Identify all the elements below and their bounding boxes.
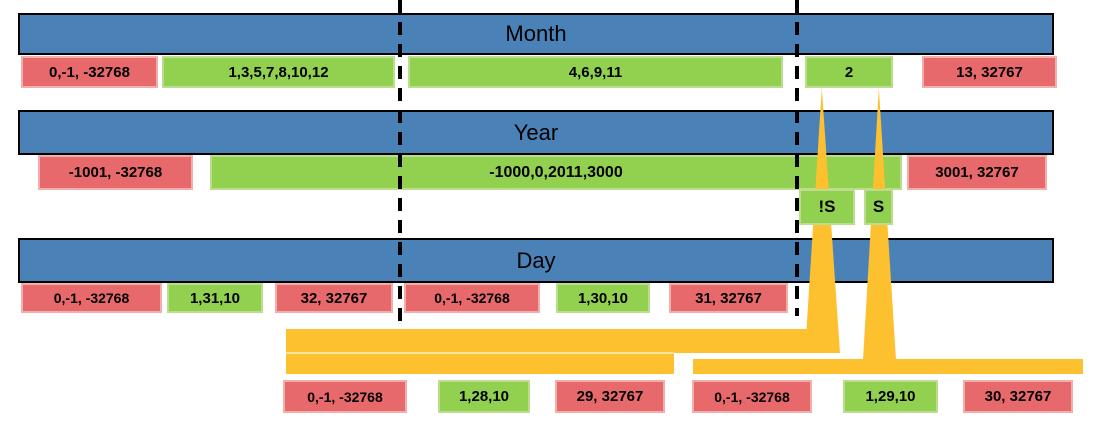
day-partition-invalid-low-31: 0,-1, -32768 — [21, 283, 162, 313]
partition-separator-line-left — [398, 0, 402, 330]
day-bar-title: Day — [516, 247, 556, 273]
month-bar: Month — [18, 13, 1054, 55]
feb-leap-partition-invalid-low: 0,-1, -32768 — [692, 380, 812, 413]
day-partition-valid-30: 1,30,10 — [556, 283, 650, 313]
month-partition-30-day-months: 4,6,9,11 — [408, 56, 783, 88]
month-bar-title: Month — [505, 21, 567, 46]
year-bar: Year — [18, 110, 1054, 155]
day-partition-invalid-high-31: 32, 32767 — [275, 283, 393, 313]
feb-leap-partition-invalid-high: 30, 32767 — [963, 380, 1073, 413]
bracket-seam — [286, 352, 674, 354]
february-leap-bracket — [693, 359, 1083, 374]
nonleap-flag-box: !S — [799, 189, 855, 225]
partition-separator-line-right — [795, 0, 799, 316]
feb-nonleap-partition-invalid-low: 0,-1, -32768 — [283, 380, 407, 413]
year-bar-title: Year — [513, 119, 559, 145]
day-partition-invalid-high-30: 31, 32767 — [669, 283, 788, 313]
feb-leap-partition-valid: 1,29,10 — [843, 380, 938, 413]
february-nonleap-bracket — [286, 329, 674, 374]
february-nonleap-bracket-arm — [674, 329, 836, 353]
leap-flag-box: S — [864, 189, 893, 225]
year-partition-invalid-high: 3001, 32767 — [907, 155, 1047, 190]
day-bar: Day — [18, 238, 1054, 283]
year-partition-invalid-low: -1001, -32768 — [38, 155, 193, 190]
day-partition-valid-31: 1,31,10 — [167, 283, 263, 313]
month-partition-invalid-low: 0,-1, -32768 — [21, 56, 158, 88]
month-partition-february: 2 — [805, 56, 893, 88]
feb-nonleap-partition-invalid-high: 29, 32767 — [555, 380, 665, 413]
month-partition-31-day-months: 1,3,5,7,8,10,12 — [162, 56, 395, 88]
feb-nonleap-partition-valid: 1,28,10 — [438, 380, 530, 413]
month-partition-invalid-high: 13, 32767 — [922, 56, 1057, 88]
year-partition-valid: -1000,0,2011,3000 — [210, 155, 902, 190]
day-partition-invalid-low-30: 0,-1, -32768 — [404, 283, 540, 313]
